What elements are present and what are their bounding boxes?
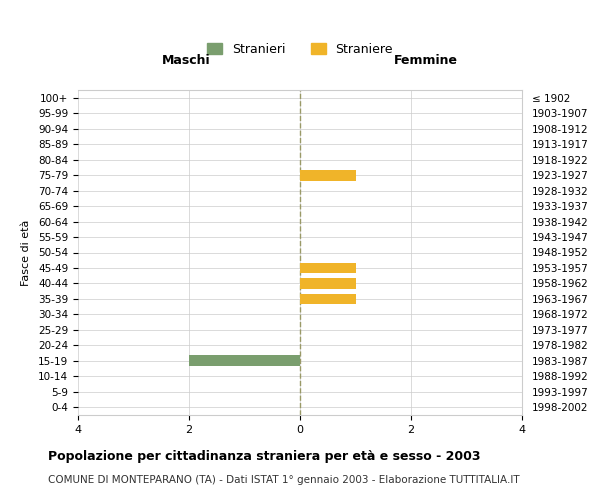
Legend: Stranieri, Straniere: Stranieri, Straniere bbox=[202, 38, 398, 60]
Bar bbox=[300, 262, 355, 274]
Bar bbox=[300, 294, 355, 304]
Y-axis label: Fasce di età: Fasce di età bbox=[21, 220, 31, 286]
Bar bbox=[189, 356, 300, 366]
Text: COMUNE DI MONTEPARANO (TA) - Dati ISTAT 1° gennaio 2003 - Elaborazione TUTTITALI: COMUNE DI MONTEPARANO (TA) - Dati ISTAT … bbox=[48, 475, 520, 485]
Text: Femmine: Femmine bbox=[394, 54, 458, 66]
Bar bbox=[300, 170, 355, 180]
Text: Maschi: Maschi bbox=[161, 54, 211, 66]
Bar bbox=[300, 278, 355, 289]
Text: Popolazione per cittadinanza straniera per età e sesso - 2003: Popolazione per cittadinanza straniera p… bbox=[48, 450, 481, 463]
